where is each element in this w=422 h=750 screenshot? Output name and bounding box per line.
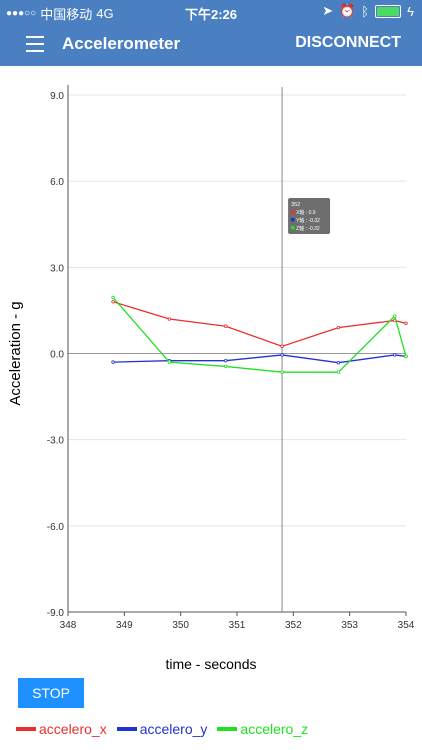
tooltip-swatch <box>291 210 295 214</box>
x-tick-label: 348 <box>60 620 77 631</box>
legend-label: accelero_y <box>139 721 208 737</box>
tooltip-swatch <box>291 226 295 230</box>
x-tick-label: 353 <box>341 620 358 631</box>
x-tick-label: 349 <box>116 620 133 631</box>
tooltip-row-label: Z轴 : -0.32 <box>296 225 320 232</box>
menu-icon[interactable] <box>26 36 44 52</box>
alarm-icon: ⏰ <box>339 3 356 18</box>
y-tick-label: 3.0 <box>50 263 64 274</box>
tooltip-box <box>288 198 331 234</box>
legend-item-accelero_z: accelero_z <box>217 721 308 737</box>
tooltip-swatch <box>291 218 295 222</box>
tooltip-row-label: X轴 : 0.9 <box>296 209 316 216</box>
y-tick-label: 0.0 <box>50 350 64 361</box>
data-point-accelero_z <box>224 364 228 369</box>
data-point-accelero_x <box>167 317 172 321</box>
data-point-accelero_y <box>280 353 284 357</box>
app-bar: Accelerometer DISCONNECT <box>0 22 422 66</box>
y-tick-label: -6.0 <box>47 522 65 533</box>
x-tick-label: 354 <box>398 620 415 631</box>
tooltip-row-label: Y轴 : -0.32 <box>296 217 320 224</box>
x-axis-label: time - seconds <box>165 656 257 672</box>
legend-swatch <box>116 727 137 731</box>
legend-label: accelero_z <box>240 721 309 737</box>
series-line-accelero_y <box>113 354 407 364</box>
data-point-accelero_z <box>111 295 115 300</box>
data-point-accelero_z <box>404 354 408 359</box>
legend-swatch <box>217 727 238 731</box>
status-time: 下午2:26 <box>184 7 238 22</box>
data-point-accelero_z <box>280 370 284 374</box>
data-point-accelero_z <box>167 360 172 364</box>
data-point-accelero_z <box>393 314 397 318</box>
data-point-accelero_x <box>224 324 228 328</box>
data-point-accelero_z <box>336 370 341 374</box>
x-tick-label: 350 <box>172 620 189 631</box>
tooltip-title: 352 <box>291 202 300 208</box>
status-left: ●●●○○ 中国移动 4G <box>6 4 114 23</box>
y-tick-label: 6.0 <box>50 177 64 188</box>
y-tick-label: -3.0 <box>47 436 65 447</box>
x-tick-label: 352 <box>285 620 302 631</box>
series-line-accelero_x <box>112 301 407 348</box>
data-point-accelero_x <box>336 325 341 330</box>
legend-label: accelero_x <box>39 721 107 737</box>
legend-item-accelero_x: accelero_x <box>16 721 107 737</box>
data-point-accelero_y <box>111 360 115 364</box>
status-right: ➤ ⏰ ᛒ ϟ <box>322 3 414 19</box>
x-tick-label: 351 <box>229 620 246 631</box>
data-point-accelero_y <box>336 360 341 365</box>
data-point-accelero_x <box>404 321 408 326</box>
status-bar: ●●●○○ 中国移动 4G 下午2:26 ➤ ⏰ ᛒ ϟ <box>0 0 422 22</box>
data-point-accelero_y <box>224 358 228 363</box>
chart-legend: accelero_x accelero_y accelero_z <box>16 721 308 737</box>
battery-icon <box>375 4 402 18</box>
stop-button[interactable]: STOP <box>18 678 84 708</box>
data-point-accelero_x <box>280 344 284 349</box>
page-title: Accelerometer <box>62 34 181 53</box>
carrier-name: 中国移动 <box>40 7 93 22</box>
y-axis-label: Acceleration - g <box>7 301 24 405</box>
network-type: 4G <box>96 6 114 21</box>
legend-swatch <box>16 727 36 731</box>
charging-icon: ϟ <box>407 3 414 19</box>
location-icon: ➤ <box>322 3 334 18</box>
y-tick-label: -9.0 <box>47 608 65 619</box>
y-tick-label: 9.0 <box>50 91 64 102</box>
data-point-accelero_x <box>111 300 115 304</box>
legend-item-accelero_y: accelero_y <box>116 721 208 737</box>
bluetooth-icon: ᛒ <box>361 3 370 19</box>
disconnect-button[interactable]: DISCONNECT <box>295 34 401 51</box>
data-point-accelero_y <box>393 353 397 357</box>
signal-strength-icon: ●●●○○ <box>6 8 37 19</box>
